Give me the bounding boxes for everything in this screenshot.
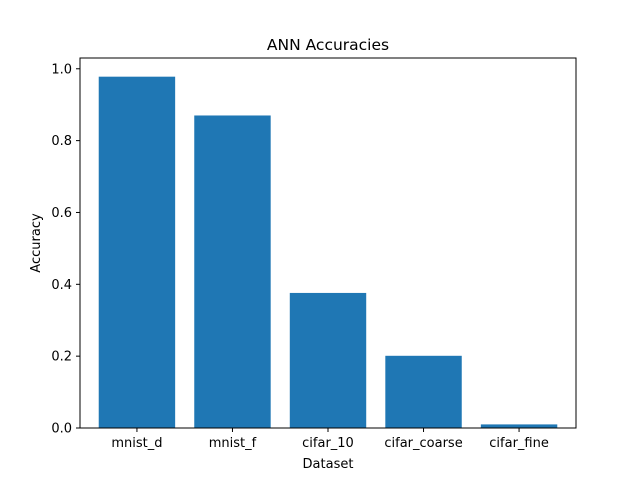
bar-mnist-f bbox=[194, 115, 271, 428]
bars-group bbox=[98, 76, 558, 428]
plot-frame bbox=[79, 57, 577, 429]
bar-cifar-10 bbox=[289, 292, 367, 428]
bar-mnist-d bbox=[98, 76, 176, 428]
x-axis-label: Dataset bbox=[303, 457, 354, 472]
y-tick-label: 0.6 bbox=[51, 206, 72, 221]
y-tick-label: 0.2 bbox=[51, 350, 72, 365]
x-axis-ticks: mnist_d mnist_f cifar_10 cifar_coarse cifar_… bbox=[111, 428, 549, 451]
x-tick-label: cifar_10 bbox=[302, 436, 354, 451]
y-axis-label: Accuracy bbox=[29, 213, 44, 273]
y-tick-label: 0.4 bbox=[51, 278, 72, 293]
bar-cifar-fine bbox=[480, 424, 558, 428]
x-tick-label: cifar_fine bbox=[489, 436, 549, 451]
x-tick-label: mnist_f bbox=[209, 436, 257, 451]
y-tick-label: 1.0 bbox=[51, 62, 72, 77]
y-tick-label: 0.0 bbox=[51, 422, 72, 437]
x-tick-label: cifar_coarse bbox=[384, 436, 462, 451]
y-tick-label: 0.8 bbox=[51, 134, 72, 149]
chart-title: ANN Accuracies bbox=[267, 36, 389, 54]
bar-cifar-coarse bbox=[385, 355, 462, 428]
x-tick-label: mnist_d bbox=[111, 436, 162, 451]
y-axis-ticks: 0.0 0.2 0.4 0.6 0.8 1.0 bbox=[51, 62, 80, 437]
